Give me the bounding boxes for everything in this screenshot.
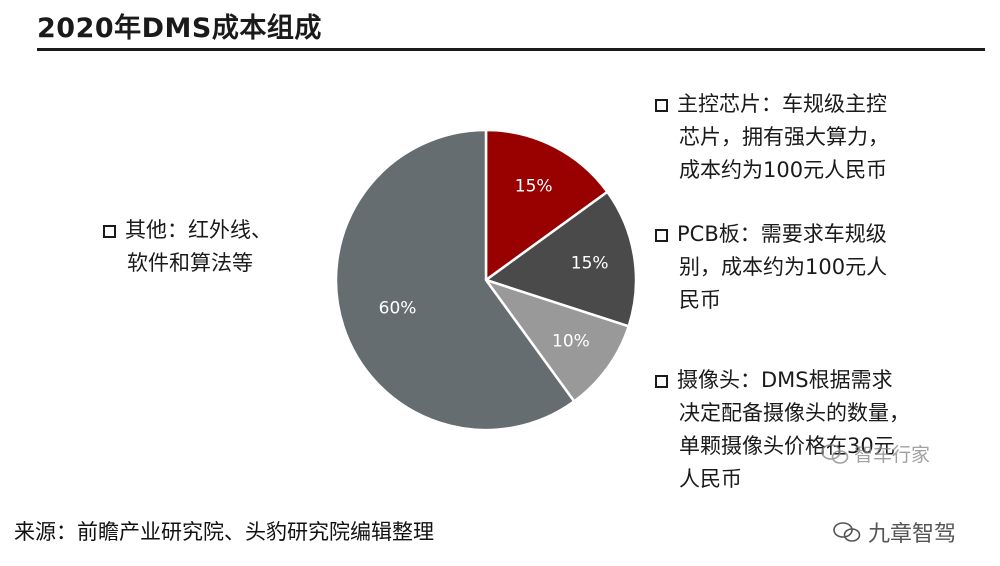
wechat-icon <box>821 443 849 464</box>
callout-pcb-body: 别，成本约为100元人 民币 <box>679 255 888 312</box>
chart-title: 2020年DMS成本组成 <box>37 13 322 44</box>
checkbox-bullet-icon <box>655 229 668 242</box>
source-note: 来源：前瞻产业研究院、头豹研究院编辑整理 <box>14 520 434 544</box>
watermark-center-text: 智车行家 <box>854 444 931 466</box>
title-underline <box>37 48 985 51</box>
callout-chip: 主控芯片：车规级主控 芯片，拥有强大算力， 成本约为100元人民币 <box>655 88 975 187</box>
callout-chip-head: 主控芯片：车规级主控 <box>677 92 887 116</box>
callout-other-body: 软件和算法等 <box>127 251 253 275</box>
callout-camera-body: 决定配备摄像头的数量， 单颗摄像头价格在30元 人民币 <box>679 401 910 491</box>
checkbox-bullet-icon <box>655 375 668 388</box>
checkbox-bullet-icon <box>655 99 668 112</box>
checkbox-bullet-icon <box>103 225 116 238</box>
slice-other-label: 60% <box>379 299 417 319</box>
callout-camera: 摄像头：DMS根据需求 决定配备摄像头的数量， 单颗摄像头价格在30元 人民币 <box>655 364 975 496</box>
callout-camera-head: 摄像头：DMS根据需求 <box>677 368 893 392</box>
slice-other <box>334 128 576 432</box>
callout-pcb: PCB板：需要求车规级 别，成本约为100元人 民币 <box>655 218 975 317</box>
slice-camera-label: 10% <box>552 332 590 352</box>
slice-camera <box>482 277 631 404</box>
pie-chart: 15% 15% 10% 60% <box>334 128 638 432</box>
slice-pcb-label: 15% <box>571 254 609 274</box>
watermark-text: 九章智驾 <box>867 522 956 547</box>
slice-chip-label: 15% <box>515 176 553 196</box>
slice-chip <box>484 128 610 283</box>
watermark-center: 智车行家 <box>820 440 930 467</box>
wechat-icon <box>833 522 861 542</box>
slice-pcb <box>483 190 638 328</box>
watermark: 九章智驾 <box>832 516 956 548</box>
callout-other-head: 其他：红外线、 <box>125 218 272 242</box>
callout-pcb-head: PCB板：需要求车规级 <box>677 222 887 246</box>
callout-chip-body: 芯片，拥有强大算力， 成本约为100元人民币 <box>679 125 889 182</box>
callout-other: 其他：红外线、 软件和算法等 <box>103 214 363 280</box>
